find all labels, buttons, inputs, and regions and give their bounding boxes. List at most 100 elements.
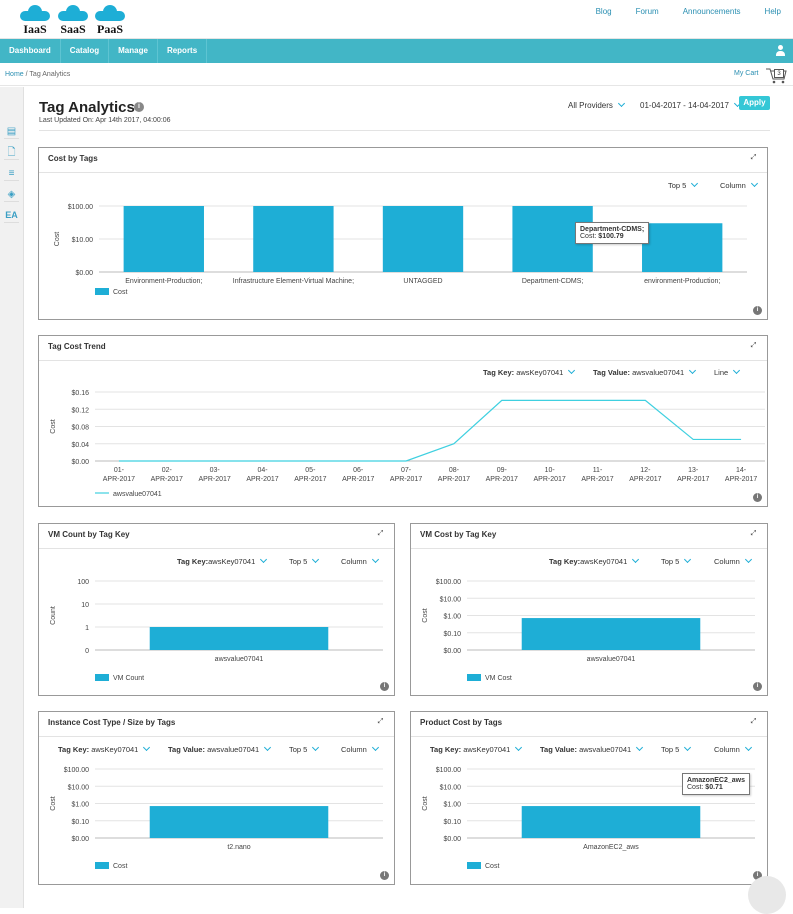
bar bbox=[521, 618, 701, 650]
x-tick-label: t2.nano bbox=[227, 844, 250, 851]
expand-icon[interactable]: ⤢ bbox=[750, 342, 757, 349]
y-axis-label: Count bbox=[50, 606, 57, 625]
nav-manage[interactable]: Manage bbox=[109, 39, 158, 63]
cart-count-badge: 3 bbox=[774, 69, 784, 78]
chart-type-select[interactable]: Column bbox=[341, 743, 379, 754]
product-cost-panel: Product Cost by Tags ⤢ Tag Key: awsKey07… bbox=[410, 711, 768, 885]
info-icon[interactable]: i bbox=[380, 682, 389, 691]
divider bbox=[39, 130, 770, 131]
cart-icon[interactable]: 3 bbox=[765, 67, 787, 84]
y-axis-label: Cost bbox=[422, 796, 429, 810]
info-icon[interactable]: i bbox=[753, 493, 762, 502]
x-tick-label: APR-2017 bbox=[246, 476, 278, 483]
apply-button[interactable]: Apply bbox=[739, 96, 770, 110]
cloud-icon bbox=[94, 5, 126, 21]
tag-icon[interactable]: ◈ bbox=[4, 188, 19, 202]
info-icon[interactable]: i bbox=[753, 306, 762, 315]
left-rail: ▤ 🗋 ≡ ◈ EA bbox=[0, 87, 24, 908]
provider-value: All Providers bbox=[568, 101, 613, 110]
vm-cost-panel: VM Cost by Tag Key ⤢ Tag Key:awsKey07041… bbox=[410, 523, 768, 696]
x-tick-label: Infrastructure Element-Virtual Machine; bbox=[233, 278, 354, 285]
list-view-icon[interactable]: ▤ bbox=[4, 125, 19, 139]
cloud-icon bbox=[57, 5, 89, 21]
x-tick-label: 04- bbox=[257, 467, 268, 474]
nav-catalog[interactable]: Catalog bbox=[61, 39, 110, 63]
expand-icon[interactable]: ⤢ bbox=[750, 530, 757, 537]
top-n-select[interactable]: Top 5 bbox=[661, 743, 692, 754]
tag-key-select[interactable]: Tag Key: awsKey07041 bbox=[483, 366, 576, 377]
y-tick-label: $0.10 bbox=[71, 819, 89, 826]
bar bbox=[382, 206, 464, 272]
top-n-select[interactable]: Top 5 bbox=[668, 179, 699, 190]
cloud-icon bbox=[19, 5, 51, 21]
top-n-select[interactable]: Top 5 bbox=[289, 743, 320, 754]
x-tick-label: 05- bbox=[305, 467, 316, 474]
tag-key-select[interactable]: Tag Key:awsKey07041 bbox=[177, 555, 268, 566]
legend-label: VM Count bbox=[113, 675, 144, 682]
provider-select[interactable]: All Providers bbox=[568, 99, 625, 110]
x-tick-label: 12- bbox=[640, 467, 651, 474]
scroll-to-top-button[interactable] bbox=[748, 876, 786, 914]
legend-label: VM Cost bbox=[485, 675, 512, 682]
tag-key-select[interactable]: Tag Key:awsKey07041 bbox=[549, 555, 640, 566]
chart-type-select[interactable]: Column bbox=[720, 179, 758, 190]
ea-icon[interactable]: EA bbox=[4, 209, 19, 223]
y-tick-label: $1.00 bbox=[443, 614, 461, 621]
saas-logo[interactable]: SaaS bbox=[57, 5, 89, 37]
top-n-select[interactable]: Top 5 bbox=[289, 555, 320, 566]
chart-tooltip: AmazonEC2_aws Cost: $0.71 bbox=[682, 773, 750, 795]
x-tick-label: 11- bbox=[593, 467, 603, 474]
paas-logo[interactable]: PaaS bbox=[94, 5, 126, 37]
x-tick-label: 14- bbox=[736, 467, 747, 474]
breadcrumb-home[interactable]: Home bbox=[5, 71, 24, 78]
expand-icon[interactable]: ⤢ bbox=[377, 530, 384, 537]
tag-value-value: awsvalue07041 bbox=[207, 745, 260, 754]
iaas-logo[interactable]: IaaS bbox=[19, 5, 51, 37]
tag-value-select[interactable]: Tag Value: awsvalue07041 bbox=[168, 743, 272, 754]
top-n-select[interactable]: Top 5 bbox=[661, 555, 692, 566]
y-tick-label: $1.00 bbox=[443, 802, 461, 809]
chart-type-select[interactable]: Column bbox=[714, 743, 752, 754]
chart-type-select[interactable]: Column bbox=[714, 555, 752, 566]
product-cost-chart: $0.00 $0.10 $1.00 $10.00 $100.00 Cost AmazonEC… bbox=[422, 767, 755, 870]
info-icon[interactable]: i bbox=[134, 102, 144, 112]
tag-key-select[interactable]: Tag Key: awsKey07041 bbox=[430, 743, 523, 754]
tag-value-select[interactable]: Tag Value: awsvalue07041 bbox=[593, 366, 697, 377]
cost-by-tags-chart: $0.00 $10.00 $100.00 Cost Environment-Produc… bbox=[54, 204, 747, 296]
info-icon[interactable]: i bbox=[380, 871, 389, 880]
chart-type-select[interactable]: Line bbox=[714, 366, 741, 377]
expand-icon[interactable]: ⤢ bbox=[750, 718, 757, 725]
x-tick-label: Environment-Production; bbox=[125, 278, 202, 285]
forum-link[interactable]: Forum bbox=[635, 7, 659, 16]
x-tick-label: environment-Production; bbox=[644, 278, 720, 285]
announcements-link[interactable]: Announcements bbox=[682, 7, 741, 16]
info-icon[interactable]: i bbox=[753, 871, 762, 880]
divider bbox=[39, 172, 767, 173]
help-link[interactable]: Help bbox=[764, 7, 781, 16]
legend-swatch bbox=[467, 862, 481, 869]
chart-type-select[interactable]: Column bbox=[341, 555, 379, 566]
x-tick-label: 03- bbox=[210, 467, 221, 474]
y-tick-label: $100.00 bbox=[436, 767, 461, 774]
expand-icon[interactable]: ⤢ bbox=[377, 718, 384, 725]
tag-value-select[interactable]: Tag Value: awsvalue07041 bbox=[540, 743, 644, 754]
date-range-select[interactable]: 01-04-2017 - 14-04-2017 bbox=[640, 99, 741, 110]
nav-dashboard[interactable]: Dashboard bbox=[0, 39, 61, 63]
my-cart-link[interactable]: My Cart bbox=[734, 70, 759, 77]
layers-icon[interactable]: ≡ bbox=[4, 167, 19, 181]
chevron-down-icon bbox=[750, 179, 758, 188]
legend-swatch bbox=[467, 674, 481, 681]
user-icon[interactable] bbox=[776, 45, 785, 56]
tag-key-label: Tag Key: bbox=[549, 557, 581, 566]
blog-link[interactable]: Blog bbox=[595, 7, 612, 16]
document-icon[interactable]: 🗋 bbox=[4, 146, 19, 160]
y-tick-label: $10.00 bbox=[440, 784, 462, 791]
nav-reports[interactable]: Reports bbox=[158, 39, 208, 63]
vm-cost-chart: $0.00 $0.10 $1.00 $10.00 $100.00 Cost awsvalue… bbox=[422, 579, 755, 682]
x-tick-label: 08- bbox=[449, 467, 460, 474]
info-icon[interactable]: i bbox=[753, 682, 762, 691]
tag-key-select[interactable]: Tag Key: awsKey07041 bbox=[58, 743, 151, 754]
expand-icon[interactable]: ⤢ bbox=[750, 154, 757, 161]
top-n-value: Top 5 bbox=[661, 557, 680, 566]
tag-value-label: Tag Value: bbox=[540, 745, 577, 754]
